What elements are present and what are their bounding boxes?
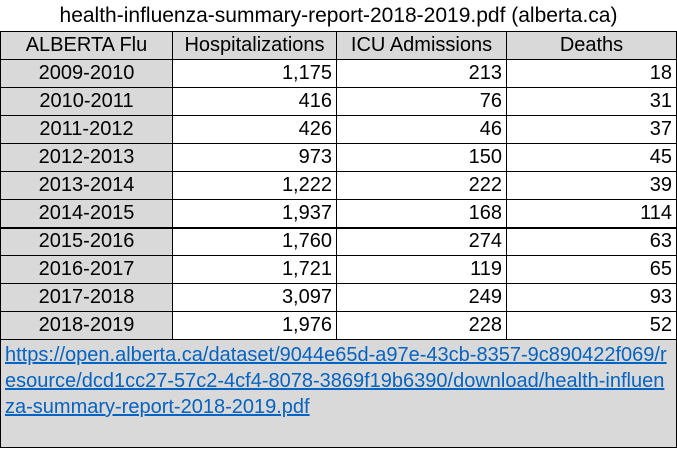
table-row: 2017-2018 3,097 249 93 bbox=[0, 283, 677, 312]
icu-cell[interactable]: 213 bbox=[336, 59, 507, 88]
hospitalizations-cell[interactable]: 426 bbox=[172, 115, 337, 144]
icu-cell[interactable]: 222 bbox=[336, 171, 507, 200]
header-row: ALBERTA Flu Hospitalizations ICU Admissi… bbox=[0, 31, 677, 60]
source-link[interactable]: https://open.alberta.ca/dataset/9044e65d… bbox=[5, 344, 667, 418]
hospitalizations-cell[interactable]: 1,175 bbox=[172, 59, 337, 88]
deaths-cell[interactable]: 31 bbox=[506, 87, 677, 116]
table-row: 2018-2019 1,976 228 52 bbox=[0, 311, 677, 340]
season-cell[interactable]: 2012-2013 bbox=[0, 143, 173, 172]
hospitalizations-cell[interactable]: 3,097 bbox=[172, 283, 337, 312]
table-row: 2012-2013 973 150 45 bbox=[0, 143, 677, 172]
source-cell[interactable]: https://open.alberta.ca/dataset/9044e65d… bbox=[0, 339, 677, 448]
hospitalizations-cell[interactable]: 1,976 bbox=[172, 311, 337, 340]
hospitalizations-cell[interactable]: 1,937 bbox=[172, 199, 337, 228]
table-row: 2010-2011 416 76 31 bbox=[0, 87, 677, 116]
hospitalizations-cell[interactable]: 1,760 bbox=[172, 226, 337, 256]
deaths-cell[interactable]: 65 bbox=[506, 255, 677, 284]
season-cell[interactable]: 2014-2015 bbox=[0, 199, 173, 228]
season-cell[interactable]: 2009-2010 bbox=[0, 59, 173, 88]
hospitalizations-cell[interactable]: 973 bbox=[172, 143, 337, 172]
season-cell[interactable]: 2013-2014 bbox=[0, 171, 173, 200]
icu-cell[interactable]: 76 bbox=[336, 87, 507, 116]
header-icu-admissions[interactable]: ICU Admissions bbox=[336, 31, 507, 60]
icu-cell[interactable]: 119 bbox=[336, 255, 507, 284]
table-row: 2011-2012 426 46 37 bbox=[0, 115, 677, 144]
icu-cell[interactable]: 249 bbox=[336, 283, 507, 312]
header-deaths[interactable]: Deaths bbox=[506, 31, 677, 60]
source-row: https://open.alberta.ca/dataset/9044e65d… bbox=[0, 339, 677, 448]
icu-cell[interactable]: 274 bbox=[336, 226, 507, 256]
table-row: 2014-2015 1,937 168 114 bbox=[0, 199, 677, 228]
season-cell[interactable]: 2016-2017 bbox=[0, 255, 173, 284]
deaths-cell[interactable]: 52 bbox=[506, 311, 677, 340]
hospitalizations-cell[interactable]: 1,721 bbox=[172, 255, 337, 284]
deaths-cell[interactable]: 37 bbox=[506, 115, 677, 144]
icu-cell[interactable]: 46 bbox=[336, 115, 507, 144]
table-row: 2016-2017 1,721 119 65 bbox=[0, 255, 677, 284]
deaths-cell[interactable]: 114 bbox=[506, 199, 677, 228]
season-cell[interactable]: 2018-2019 bbox=[0, 311, 173, 340]
table-row: 2013-2014 1,222 222 39 bbox=[0, 171, 677, 200]
sheet-title: health-influenza-summary-report-2018-201… bbox=[59, 4, 618, 27]
season-cell[interactable]: 2011-2012 bbox=[0, 115, 173, 144]
deaths-cell[interactable]: 39 bbox=[506, 171, 677, 200]
header-hospitalizations[interactable]: Hospitalizations bbox=[172, 31, 337, 60]
deaths-cell[interactable]: 45 bbox=[506, 143, 677, 172]
icu-cell[interactable]: 150 bbox=[336, 143, 507, 172]
season-cell[interactable]: 2010-2011 bbox=[0, 87, 173, 116]
season-cell[interactable]: 2015-2016 bbox=[0, 226, 173, 256]
deaths-cell[interactable]: 18 bbox=[506, 59, 677, 88]
deaths-cell[interactable]: 63 bbox=[506, 226, 677, 256]
hospitalizations-cell[interactable]: 1,222 bbox=[172, 171, 337, 200]
icu-cell[interactable]: 228 bbox=[336, 311, 507, 340]
table-row: 2009-2010 1,175 213 18 bbox=[0, 59, 677, 88]
season-cell[interactable]: 2017-2018 bbox=[0, 283, 173, 312]
flu-summary-table: ALBERTA Flu Hospitalizations ICU Admissi… bbox=[0, 31, 677, 448]
icu-cell[interactable]: 168 bbox=[336, 199, 507, 228]
header-season[interactable]: ALBERTA Flu bbox=[0, 31, 173, 60]
table-row: 2015-2016 1,760 274 63 bbox=[0, 226, 677, 256]
deaths-cell[interactable]: 93 bbox=[506, 283, 677, 312]
hospitalizations-cell[interactable]: 416 bbox=[172, 87, 337, 116]
